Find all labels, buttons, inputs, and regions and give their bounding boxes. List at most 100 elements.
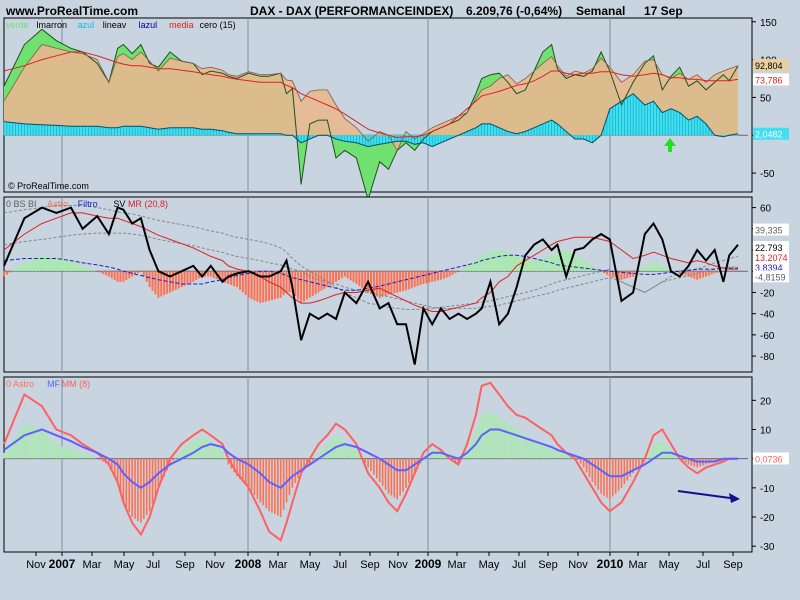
y-tick-label: 50 xyxy=(760,93,772,104)
x-year-label: 2007 xyxy=(49,557,76,571)
sv-line xyxy=(3,206,739,365)
legend-azul: azul xyxy=(78,20,95,30)
x-month-label: Nov xyxy=(568,559,588,571)
instrument-title: DAX - DAX (PERFORMANCEINDEX) xyxy=(250,4,453,18)
value-label-box xyxy=(753,73,789,86)
mm-line xyxy=(3,381,738,542)
legend-lazul: lazul xyxy=(139,20,158,30)
lineav-line xyxy=(3,28,739,202)
x-month-label: Mar xyxy=(269,559,288,571)
legend-lineav: lineav xyxy=(103,20,127,30)
legend-filtro: Filtro xyxy=(78,199,98,209)
panel-1: 150100500-50verdelmarronazullineavlazulm… xyxy=(3,17,789,202)
value-label: 2,0482 xyxy=(755,130,783,140)
x-month-label: Jul xyxy=(512,559,526,571)
up-arrow xyxy=(664,138,676,152)
x-month-label: Nov xyxy=(205,559,225,571)
site-label: www.ProRealTime.com xyxy=(5,4,138,18)
x-month-label: Nov xyxy=(388,559,408,571)
value-label: 73,786 xyxy=(755,75,783,85)
x-month-label: Sep xyxy=(175,559,195,571)
y-tick-label: -80 xyxy=(760,352,775,363)
media-line xyxy=(3,51,739,139)
y-tick-label: -20 xyxy=(760,288,775,299)
legend-marron: lmarron xyxy=(37,20,68,30)
value-label-box xyxy=(753,241,789,254)
date-label: 17 Sep xyxy=(644,4,683,18)
value-label-box xyxy=(753,251,789,264)
x-year-label: 2008 xyxy=(235,557,262,571)
bs-line xyxy=(3,205,739,310)
value-label-box xyxy=(753,127,789,140)
value-label: 39,335 xyxy=(755,226,783,236)
y-tick-label: -50 xyxy=(760,169,775,180)
x-month-label: Mar xyxy=(83,559,102,571)
bi-line xyxy=(3,232,738,309)
down-arrow xyxy=(677,490,740,503)
panels: 150100500-50verdelmarronazullineavlazulm… xyxy=(3,17,789,553)
value-label-box xyxy=(753,452,789,465)
legend-media: media xyxy=(169,20,194,30)
legend-bs: 0 BS BI xyxy=(6,199,37,209)
x-axis: Nov 2007 Mar May Jul Sep Nov 2008 Mar May Jul Sep No… xyxy=(26,552,743,571)
panel-frame xyxy=(3,196,753,373)
panel-1-legend: verde lmarron azul lineav lazul media cero (15… xyxy=(6,20,236,30)
x-month-label: May xyxy=(479,559,500,571)
value-label-box xyxy=(753,223,789,236)
y-tick-label: 150 xyxy=(760,18,777,29)
value-label: 3,8394 xyxy=(755,263,783,273)
x-month-label: Jul xyxy=(696,559,710,571)
value-label-box xyxy=(753,270,789,283)
y-tick-label: -10 xyxy=(760,484,775,495)
panel-2-legend: 0 BS BI Astro Filtro SV MR (20,8) xyxy=(6,199,168,209)
value-label: 92,804 xyxy=(755,61,783,71)
value-label: 22,793 xyxy=(755,243,783,253)
y-tick-label: -40 xyxy=(760,310,775,321)
x-month-label: May xyxy=(114,559,135,571)
legend-mm: MM (8) xyxy=(62,379,90,389)
x-month-label: Mar xyxy=(448,559,467,571)
x-year-label: 2010 xyxy=(597,557,624,571)
legend-astro: Astro xyxy=(47,199,68,209)
value-label-box xyxy=(753,261,789,274)
x-month-label: Sep xyxy=(723,559,743,571)
legend-cero: cero (15) xyxy=(200,20,236,30)
down-arrow-head xyxy=(729,493,740,503)
panel-3-legend: 0 Astro MF MM (8) xyxy=(6,379,90,389)
value-label: 0,0736 xyxy=(755,454,783,464)
down-arrow-shaft xyxy=(677,490,731,499)
x-month-label: Sep xyxy=(360,559,380,571)
x-month-label: Jul xyxy=(333,559,347,571)
y-tick-label: 60 xyxy=(760,204,772,215)
panel-2: 6040200-20-40-60-800 BS BIAstroFiltroSVM… xyxy=(3,196,789,373)
y-tick-label: 10 xyxy=(760,426,772,437)
x-month-label: Jul xyxy=(146,559,160,571)
y-tick-label: 20 xyxy=(760,396,772,407)
value-label-box xyxy=(753,59,789,72)
mr-line xyxy=(3,212,738,312)
x-month-label: Nov xyxy=(26,559,46,571)
period-label: Semanal xyxy=(576,4,625,18)
x-year-label: 2009 xyxy=(415,557,442,571)
legend-mr: MR (20,8) xyxy=(128,199,168,209)
legend-verde: verde xyxy=(6,20,29,30)
x-month-label: Mar xyxy=(629,559,648,571)
filtro-line xyxy=(3,254,738,291)
lazul-line xyxy=(3,93,739,148)
value-label: 13,2074 xyxy=(755,253,788,263)
value-label: -4,8159 xyxy=(755,272,786,282)
mf-line xyxy=(3,428,738,490)
x-month-label: May xyxy=(300,559,321,571)
legend-sv: SV xyxy=(113,199,125,209)
y-tick-label: -60 xyxy=(760,331,775,342)
y-tick-label: -30 xyxy=(760,542,775,553)
price-label: 6.209,76 (-0,64%) xyxy=(466,4,562,18)
legend-astro: 0 Astro xyxy=(6,379,34,389)
watermark: © ProRealTime.com xyxy=(8,181,89,191)
up-arrow-shape xyxy=(664,138,676,152)
y-tick-label: -20 xyxy=(760,513,775,524)
x-month-label: May xyxy=(659,559,680,571)
legend-mf: MF xyxy=(47,379,60,389)
